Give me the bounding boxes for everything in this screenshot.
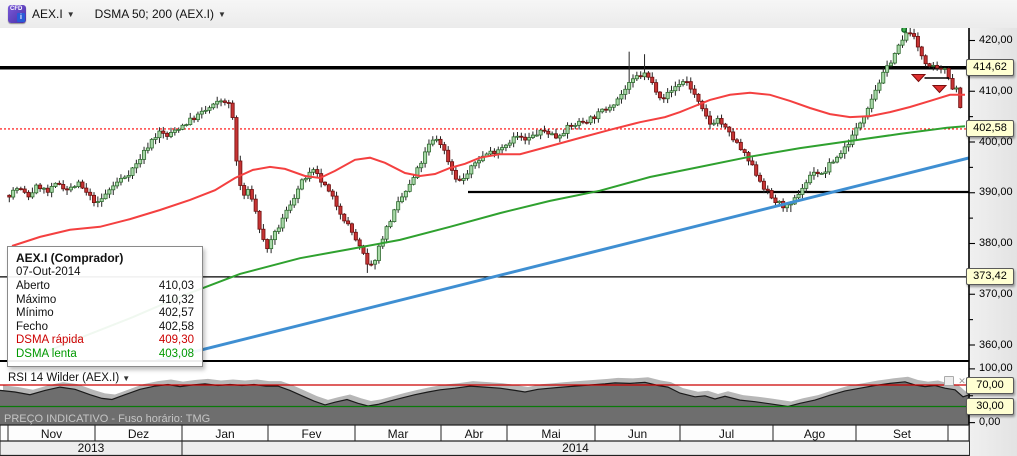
- sell-signal-triangle-icon: [931, 85, 948, 94]
- tooltip-row: Aberto 410,03: [16, 280, 194, 294]
- price-tick-label: 360,00: [979, 338, 1013, 351]
- price-tick-label: 400,00: [979, 135, 1013, 148]
- trendline[interactable]: [151, 156, 970, 363]
- month-cell: Abr: [464, 427, 484, 441]
- tooltip-row-value: 402,57: [158, 307, 194, 319]
- indicator-label[interactable]: DSMA 50; 200 (AEX.I): [94, 7, 214, 21]
- ma-fast-line[interactable]: [11, 91, 965, 247]
- rsi-label-text: RSI 14 Wilder (AEX.I): [8, 372, 120, 384]
- price-badge: 414,62: [966, 59, 1014, 77]
- month-cell: Fev: [301, 427, 322, 441]
- chart-header: CFD i AEX.I ▼ DSMA 50; 200 (AEX.I) ▼: [0, 0, 1017, 28]
- price-tick-label: 380,00: [979, 237, 1013, 249]
- year-cell: 2014: [562, 441, 589, 455]
- month-cell: Jun: [627, 427, 648, 441]
- rsi-restore-icon[interactable]: [944, 376, 954, 386]
- tooltip-row: Fecho 402,58: [16, 321, 194, 335]
- month-cell: Mai: [541, 427, 561, 441]
- tooltip-row-value: 410,32: [158, 293, 194, 306]
- price-tick-label: 410,00: [979, 84, 1013, 97]
- tooltip-row-label: Máximo: [16, 293, 57, 306]
- month-cell: Dez: [127, 427, 150, 441]
- tooltip-row: DSMA rápida 409,30: [16, 334, 194, 348]
- rsi-tick-label: 0,00: [979, 416, 1001, 429]
- tooltip-row-label: Mínimo: [16, 307, 54, 319]
- price-tick-label: 370,00: [979, 287, 1013, 300]
- price-badge: 30,00: [966, 398, 1014, 415]
- tooltip-row-label: DSMA lenta: [16, 347, 77, 360]
- tooltip-row-value: 403,08: [158, 347, 194, 360]
- rsi-close-icon[interactable]: ✕: [958, 376, 966, 386]
- indicator-dropdown-icon[interactable]: ▼: [218, 9, 226, 19]
- symbol-label[interactable]: AEX.I: [32, 7, 63, 21]
- rsi-panel[interactable]: PREÇO INDICATIVO - Fuso horário: TMG: [0, 376, 972, 425]
- rsi-line: [0, 381, 969, 408]
- month-cell: Mar: [387, 427, 409, 441]
- rsi-dropdown-icon[interactable]: ▼: [122, 373, 131, 383]
- tooltip-date: 07-Out-2014: [16, 266, 81, 278]
- price-tick-label: 390,00: [979, 186, 1013, 199]
- tooltip-row: DSMA lenta 403,08: [16, 348, 194, 362]
- month-cell: Ago: [803, 427, 826, 441]
- sell-signal-triangle-icon: [910, 74, 927, 83]
- rsi-indicator-label[interactable]: RSI 14 Wilder (AEX.I) ▼: [8, 372, 130, 384]
- month-cell: Jan: [215, 427, 235, 441]
- tooltip-row: Mínimo 402,57: [16, 307, 194, 321]
- price-badge: 402,58: [966, 120, 1014, 138]
- symbol-dropdown-icon[interactable]: ▼: [66, 9, 75, 19]
- month-cell: Nov: [40, 427, 63, 441]
- price-badge: 373,42: [966, 268, 1014, 286]
- tooltip-row: Máximo 410,32: [16, 294, 194, 308]
- tooltip-title: AEX.I (Comprador): [16, 251, 124, 265]
- tooltip-row-label: Aberto: [16, 280, 50, 292]
- watermark-text: PREÇO INDICATIVO - Fuso horário: TMG: [4, 413, 210, 425]
- tooltip-row-value: 409,30: [158, 334, 194, 346]
- price-tooltip: AEX.I (Comprador) 07-Out-2014 Aberto 410,…: [7, 246, 203, 367]
- month-cell: Set: [892, 427, 911, 441]
- tooltip-row-label: Fecho: [16, 320, 48, 333]
- candlestick-series: [7, 19, 963, 273]
- cfd-instrument-icon: CFD i: [8, 5, 26, 23]
- rsi-area: [0, 381, 969, 425]
- cfd-icon-text: CFD: [10, 6, 23, 12]
- year-cell: 2013: [77, 441, 105, 455]
- cfd-icon-info: i: [17, 13, 25, 22]
- month-cell: Jul: [718, 427, 735, 441]
- price-tick-label: 420,00: [979, 34, 1013, 46]
- tooltip-row-label: DSMA rápida: [16, 334, 84, 346]
- price-badge: 70,00: [966, 376, 1014, 394]
- rsi-window-controls: ✕: [944, 376, 967, 386]
- rsi-tick-label: 100,00: [979, 362, 1013, 375]
- tooltip-row-value: 402,58: [158, 320, 194, 333]
- tooltip-row-value: 410,03: [158, 280, 194, 292]
